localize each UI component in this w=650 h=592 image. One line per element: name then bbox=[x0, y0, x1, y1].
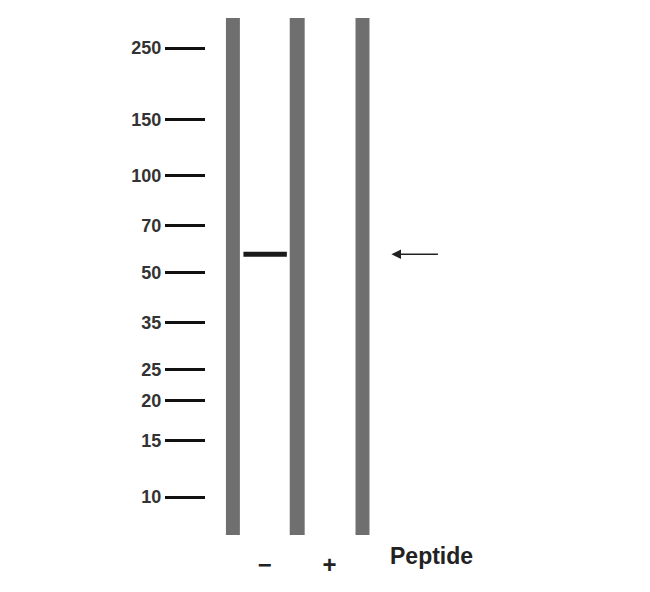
svg-text:+: + bbox=[323, 551, 337, 578]
svg-text:100: 100 bbox=[131, 166, 161, 186]
svg-text:10: 10 bbox=[141, 487, 161, 507]
svg-text:150: 150 bbox=[131, 110, 161, 130]
svg-text:25: 25 bbox=[141, 359, 161, 379]
svg-text:−: − bbox=[258, 551, 272, 578]
svg-text:70: 70 bbox=[141, 216, 161, 236]
svg-text:35: 35 bbox=[141, 313, 161, 333]
svg-text:15: 15 bbox=[141, 431, 161, 451]
svg-text:250: 250 bbox=[131, 38, 161, 58]
svg-text:50: 50 bbox=[141, 263, 161, 283]
svg-text:Peptide: Peptide bbox=[390, 543, 473, 569]
svg-text:20: 20 bbox=[141, 391, 161, 411]
